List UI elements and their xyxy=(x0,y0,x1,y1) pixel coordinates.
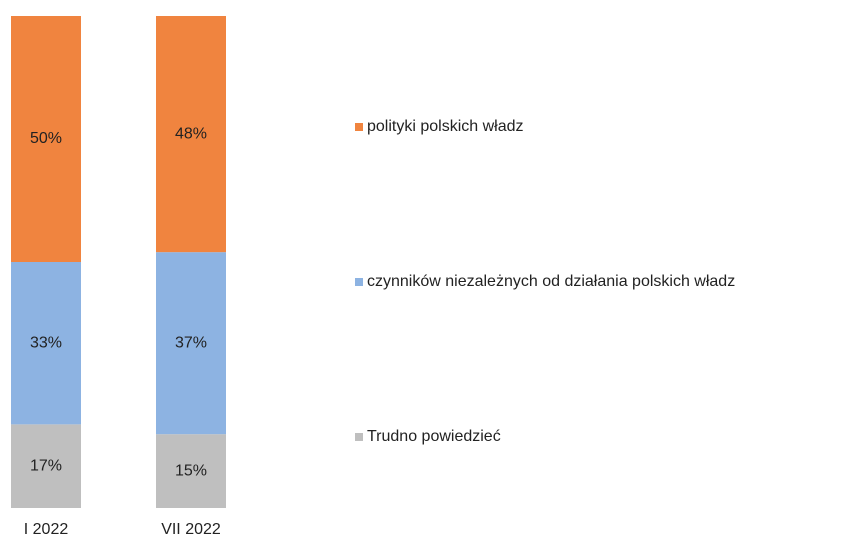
data-label: 17% xyxy=(30,457,62,474)
bar-segment xyxy=(156,252,226,435)
legend-label: Trudno powiedzieć xyxy=(367,428,501,445)
legend-label: polityki polskich władz xyxy=(367,118,524,135)
x-tick-label: I 2022 xyxy=(24,521,69,538)
data-label: 37% xyxy=(175,334,207,351)
data-label: 15% xyxy=(175,462,207,479)
legend-marker xyxy=(355,123,363,131)
legend-marker xyxy=(355,278,363,286)
bar-segment xyxy=(156,434,226,508)
data-label: 50% xyxy=(30,130,62,147)
data-label: 33% xyxy=(30,334,62,351)
x-tick-label: VII 2022 xyxy=(161,521,221,538)
bar-segment xyxy=(11,262,81,425)
legend-label: czynników niezależnych od działania pols… xyxy=(367,273,735,290)
legend-marker xyxy=(355,433,363,441)
bar-segment xyxy=(11,424,81,508)
bar-segment xyxy=(156,16,226,253)
bar-segment xyxy=(11,16,81,262)
data-label: 48% xyxy=(175,125,207,142)
